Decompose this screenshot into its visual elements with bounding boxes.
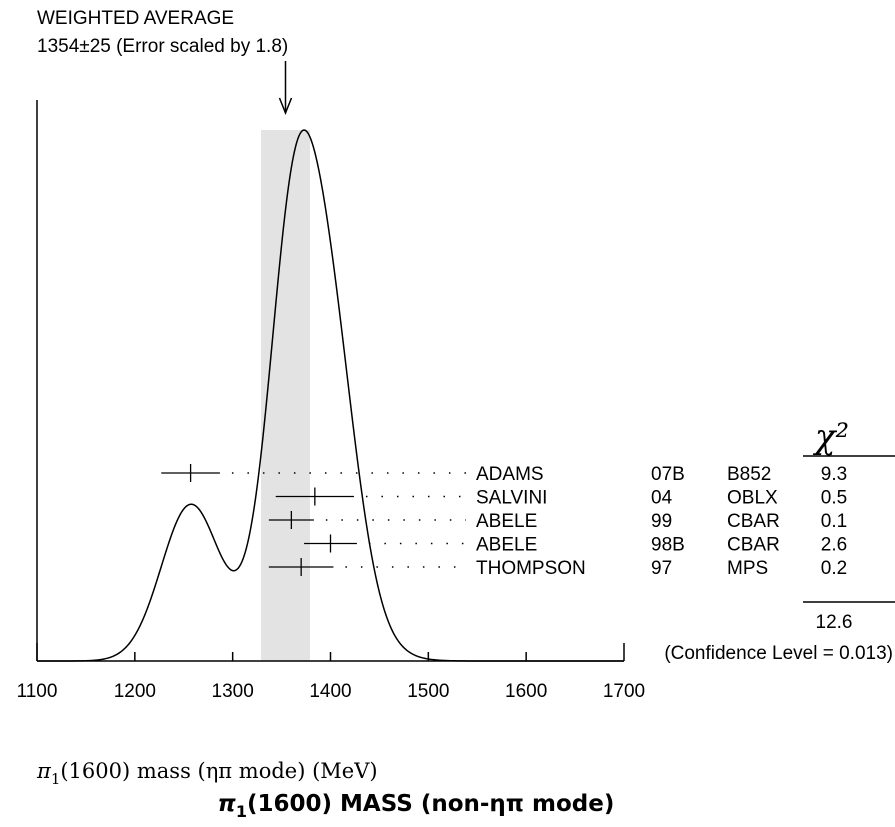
measurement-author: ABELE [476, 511, 537, 532]
measurement-row: THOMPSON 97 MPS 0.2 [268, 558, 847, 579]
measurement-experiment: B852 [727, 464, 771, 485]
measurement-chi2: 0.1 [821, 511, 847, 532]
measurement-experiment: OBLX [727, 488, 778, 509]
x-tick-label: 1300 [212, 681, 254, 702]
measurement-chi2: 2.6 [821, 535, 847, 556]
measurement-year: 99 [651, 511, 672, 532]
chi2-header: χ² [813, 417, 849, 457]
x-tick-label-group: 1100 1200 1300 1400 1500 1600 1700 [17, 681, 646, 702]
measurement-experiment: CBAR [727, 511, 780, 532]
x-axis-label: π1(1600) mass (ηπ mode) (MeV) [36, 759, 378, 788]
weighted-average-arrow [278, 61, 293, 116]
x-tick-group [36, 643, 625, 661]
measurement-author: SALVINI [476, 488, 547, 509]
chart-title: π1(1600) MASS (non-ηπ mode) [218, 791, 615, 821]
measurement-row: ABELE 99 CBAR 0.1 [268, 511, 847, 532]
measurement-chi2: 9.3 [821, 464, 847, 485]
measurement-author: ABELE [476, 535, 537, 556]
x-tick-label: 1600 [505, 681, 547, 702]
weighted-average-value: 1354±25 (Error scaled by 1.8) [37, 36, 288, 57]
x-tick-label: 1400 [309, 681, 351, 702]
measurement-year: 97 [651, 558, 672, 579]
x-tick-label: 1100 [17, 681, 58, 702]
x-tick-label: 1200 [114, 681, 156, 702]
measurement-row: ABELE 98B CBAR 2.6 [304, 534, 847, 556]
weighted-average-label: WEIGHTED AVERAGE [37, 8, 234, 29]
x-tick-label: 1500 [407, 681, 449, 702]
measurement-experiment: CBAR [727, 535, 780, 556]
measurement-chi2: 0.5 [821, 488, 847, 509]
measurement-chi2: 0.2 [821, 558, 847, 579]
measurement-row: SALVINI 04 OBLX 0.5 [275, 487, 847, 509]
chi2-total: 12.6 [816, 612, 853, 633]
measurement-author: THOMPSON [476, 558, 586, 579]
measurement-experiment: MPS [727, 558, 768, 579]
ideogram-curve [37, 129, 624, 662]
measurement-year: 98B [651, 535, 685, 556]
x-tick-label: 1700 [603, 681, 645, 702]
weighted-average-band [261, 130, 310, 661]
measurement-year: 04 [651, 488, 673, 509]
measurement-group: ADAMS 07B B852 9.3 SALVINI 04 OBLX 0.5 ABELE 99 CB… [161, 464, 847, 579]
measurement-author: ADAMS [476, 464, 544, 485]
measurement-year: 07B [651, 464, 685, 485]
confidence-level: (Confidence Level = 0.013) [664, 643, 893, 664]
measurement-row: ADAMS 07B B852 9.3 [161, 464, 847, 485]
